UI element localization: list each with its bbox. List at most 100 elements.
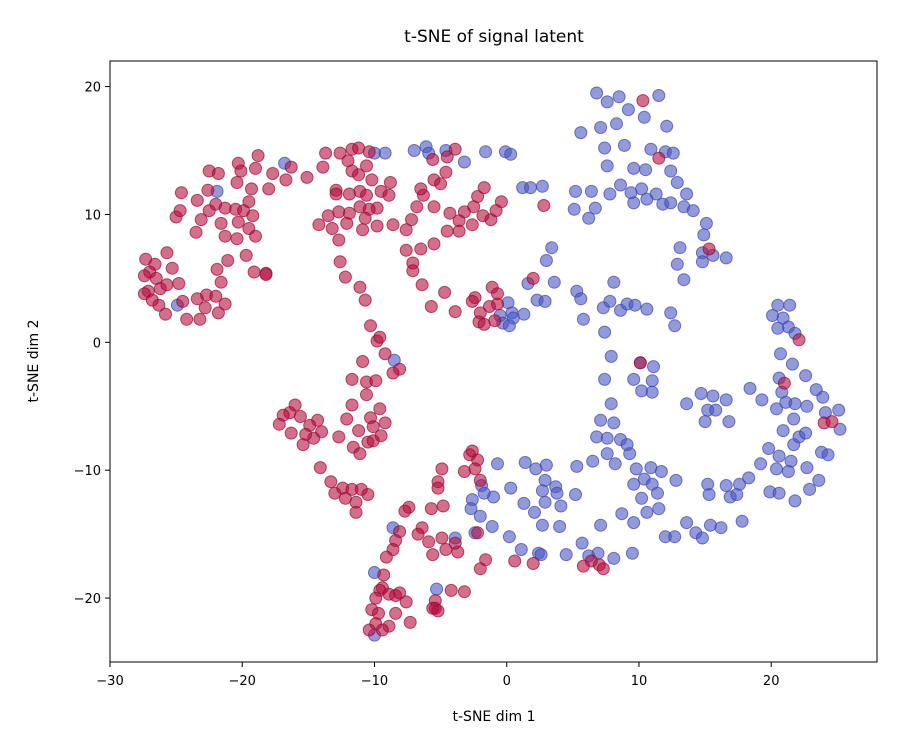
scatter-point [234, 164, 248, 178]
scatter-point [582, 211, 596, 225]
scatter-point [451, 545, 465, 559]
scatter-point [457, 585, 471, 599]
scatter-point [660, 119, 674, 133]
scatter-point [627, 161, 641, 175]
scatter-point [792, 333, 806, 347]
scatter-point [788, 494, 802, 508]
scatter-point [214, 216, 228, 230]
scatter-point [677, 273, 691, 287]
scatter-point [504, 481, 518, 495]
scatter-point [719, 479, 733, 492]
scatter-point [479, 145, 493, 159]
scatter-point [617, 138, 631, 152]
scatter-point [550, 486, 564, 500]
scatter-point [352, 168, 366, 182]
scatter-point [594, 121, 608, 134]
scatter-point [214, 275, 228, 289]
scatter-point [640, 302, 654, 316]
scatter-point [370, 219, 384, 233]
scatter-point [770, 402, 783, 416]
scatter-point [547, 275, 561, 289]
scatter-point [452, 224, 466, 238]
scatter-point [600, 447, 614, 461]
scatter-point [586, 454, 600, 468]
scatter-point [379, 550, 393, 564]
scatter-point [316, 160, 330, 174]
scatter-point [553, 520, 567, 533]
scatter-point [799, 426, 813, 440]
scatter-point [211, 306, 225, 320]
scatter-point [377, 568, 391, 582]
scatter-point [364, 319, 377, 333]
scatter-point [647, 360, 660, 374]
scatter-point [211, 167, 225, 180]
scatter-point [386, 218, 400, 232]
scatter-point [635, 384, 649, 398]
scatter-point [159, 307, 172, 321]
scatter-point [221, 254, 235, 267]
scatter-point [733, 477, 746, 491]
scatter-point [424, 300, 438, 313]
scatter-point [538, 294, 552, 308]
scatter-point [329, 187, 343, 201]
scatter-point [345, 372, 359, 386]
scatter-point [411, 527, 425, 541]
scatter-point [570, 459, 584, 473]
scatter-point [201, 183, 215, 197]
scatter-point [321, 209, 335, 223]
scatter-point [218, 297, 232, 311]
scatter-point [373, 330, 387, 344]
scatter-point [398, 504, 412, 518]
scatter-point [471, 526, 485, 540]
scatter-point [742, 471, 756, 485]
scatter-point [137, 269, 151, 283]
scatter-point [176, 294, 190, 308]
scatter-point [464, 502, 478, 516]
scatter-point [670, 257, 684, 271]
scatter-point [358, 211, 372, 225]
scatter-point [386, 366, 400, 380]
scatter-point [360, 159, 373, 173]
scatter-point [353, 200, 367, 214]
scatter-point [545, 241, 559, 255]
scatter-point [664, 164, 678, 178]
scatter-point [172, 277, 186, 290]
scatter-point [627, 372, 641, 386]
scatter-point [781, 465, 795, 478]
scatter-point [709, 403, 723, 417]
scatter-point [242, 195, 256, 209]
scatter-point [534, 548, 548, 562]
scatter-point [502, 530, 516, 544]
scatter-point [333, 146, 347, 160]
scatter-point [680, 187, 694, 201]
scatter-point [284, 160, 298, 174]
scatter-point [799, 369, 813, 383]
scatter-point [477, 181, 491, 195]
scatter-point [569, 184, 582, 198]
scatter-point [699, 216, 713, 230]
scatter-point [284, 426, 298, 440]
y-axis-label: t-SNE dim 2 [26, 320, 42, 403]
scatter-point [604, 397, 618, 411]
scatter-point [695, 531, 709, 545]
scatter-point [485, 520, 499, 533]
scatter-point [514, 543, 528, 556]
scatter-point [594, 518, 608, 532]
scatter-point [210, 262, 224, 276]
scatter-point [465, 218, 479, 232]
scatter-point [180, 312, 194, 326]
scatter-point [473, 473, 487, 487]
scatter-point [328, 486, 342, 500]
scatter-point [457, 155, 471, 169]
scatter-point [608, 457, 622, 471]
scatter-point [410, 200, 424, 214]
scatter-point [312, 218, 326, 232]
scatter-point [194, 213, 208, 227]
scatter-point [645, 374, 659, 388]
scatter-point [529, 462, 543, 476]
scatter-point [502, 319, 516, 333]
y-tick-label: 20 [84, 81, 101, 96]
scatter-point [686, 204, 700, 218]
scatter-point [491, 457, 504, 471]
scatter-point [427, 237, 441, 251]
